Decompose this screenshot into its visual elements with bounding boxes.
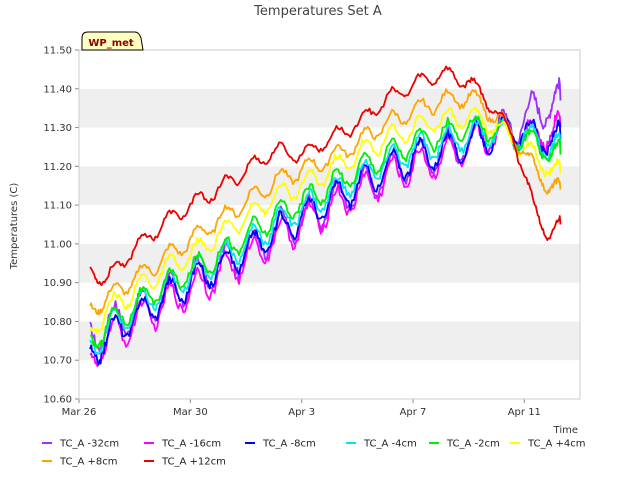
x-tick-label: Apr 3 xyxy=(288,407,315,418)
grid-bands xyxy=(79,50,580,399)
x-tick-label: Apr 11 xyxy=(508,407,541,418)
legend-entry: TC_A +8cm xyxy=(59,457,118,468)
chart-title: Temperatures Set A xyxy=(253,4,382,19)
y-tick-label: 11.40 xyxy=(43,84,72,95)
x-axis-ticks: Mar 26 Mar 30 Apr 3 Apr 7 Apr 11 xyxy=(62,399,541,418)
legend-entry: TC_A +12cm xyxy=(161,457,226,468)
series-lines xyxy=(89,65,562,368)
legend-entry: TC_A -2cm xyxy=(446,439,500,450)
legend: TC_A -32cm TC_A -16cm TC_A -8cm TC_A -4cm TC… xyxy=(42,439,586,468)
plot-frame xyxy=(78,49,581,400)
series-line xyxy=(89,106,562,335)
series-line xyxy=(89,65,562,287)
legend-entry: TC_A -32cm xyxy=(59,439,119,450)
y-tick-label: 11.10 xyxy=(43,201,72,212)
legend-entry: TC_A -4cm xyxy=(363,439,417,450)
y-tick-label: 10.90 xyxy=(43,278,72,289)
badge-shape xyxy=(81,31,144,51)
grid-band xyxy=(79,88,580,128)
grid-band xyxy=(79,50,580,89)
grid-band xyxy=(79,243,580,283)
x-tick-label: Apr 7 xyxy=(400,407,427,418)
y-tick-label: 10.60 xyxy=(43,395,72,406)
badge-label: WP_met xyxy=(88,38,134,49)
y-tick-label: 11.00 xyxy=(43,239,72,250)
x-tick-label: Mar 26 xyxy=(62,407,97,418)
legend-entry: TC_A -16cm xyxy=(161,439,221,450)
legend-entry: TC_A -8cm xyxy=(262,439,316,450)
legend-entry: TC_A +4cm xyxy=(527,439,586,450)
y-axis-ticks: 10.60 10.70 10.80 10.90 11.00 11.10 11.20 11.30… xyxy=(43,46,79,406)
wp-met-badge: WP_met xyxy=(81,31,144,51)
y-tick-label: 10.80 xyxy=(43,317,72,328)
y-tick-label: 11.20 xyxy=(43,162,72,173)
grid-band xyxy=(79,360,580,399)
grid-band xyxy=(79,321,580,361)
y-tick-label: 11.50 xyxy=(43,46,72,57)
y-tick-label: 10.70 xyxy=(43,356,72,367)
y-axis-label: Temperatures (C) xyxy=(9,183,20,271)
x-tick-label: Mar 30 xyxy=(173,407,208,418)
y-tick-label: 11.30 xyxy=(43,123,72,134)
x-axis-label: Time xyxy=(553,425,578,436)
